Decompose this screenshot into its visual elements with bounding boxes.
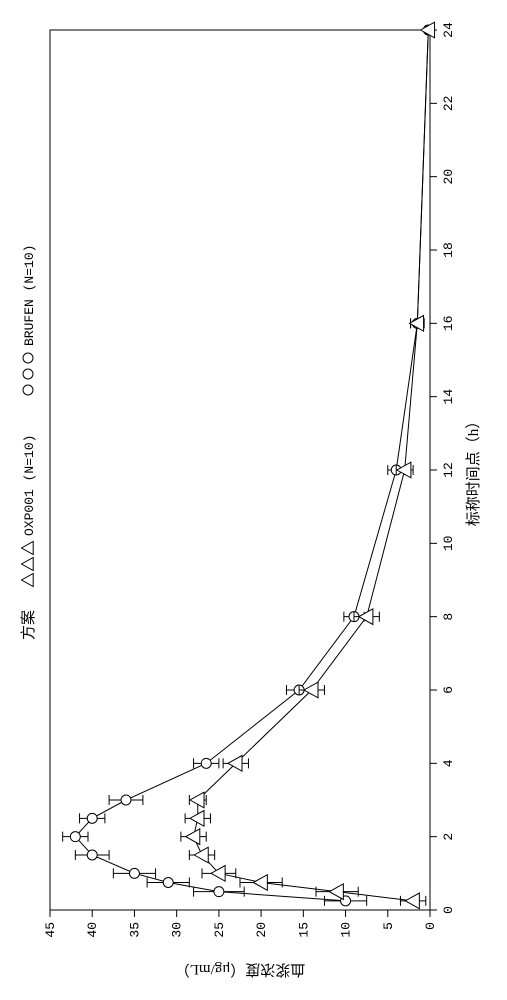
svg-text:35: 35: [127, 922, 142, 938]
svg-text:12: 12: [441, 462, 456, 478]
svg-text:16: 16: [441, 316, 456, 332]
svg-text:40: 40: [85, 922, 100, 938]
y-axis-label: 血浆浓度（μg/mL）: [175, 961, 306, 979]
svg-text:8: 8: [441, 613, 456, 621]
svg-text:0: 0: [423, 922, 438, 930]
svg-text:10: 10: [441, 536, 456, 552]
svg-text:0: 0: [441, 906, 456, 914]
legend-item-brufen: BRUFEN (N=10): [22, 245, 37, 346]
svg-text:2: 2: [441, 833, 456, 841]
svg-text:24: 24: [441, 22, 456, 38]
chart-svg: 024681012141618202224标称时间点（h）05101520253…: [0, 0, 507, 1000]
legend-item-oxp001: OXP001 (N=10): [22, 435, 37, 536]
svg-text:45: 45: [43, 922, 58, 938]
svg-text:22: 22: [441, 96, 456, 112]
x-axis-label: 标称时间点（h）: [465, 414, 482, 527]
chart-container: 024681012141618202224标称时间点（h）05101520253…: [0, 493, 507, 1000]
svg-text:6: 6: [441, 686, 456, 694]
svg-text:20: 20: [254, 922, 269, 938]
svg-text:10: 10: [339, 922, 354, 938]
svg-text:30: 30: [170, 922, 185, 938]
svg-text:4: 4: [441, 759, 456, 767]
svg-text:20: 20: [441, 169, 456, 185]
legend-title: 方案: [19, 610, 37, 640]
svg-text:25: 25: [212, 922, 227, 938]
svg-text:18: 18: [441, 242, 456, 258]
chart-surface: 024681012141618202224标称时间点（h）05101520253…: [0, 0, 507, 1000]
svg-text:15: 15: [296, 922, 311, 938]
svg-text:14: 14: [441, 389, 456, 405]
svg-text:5: 5: [381, 922, 396, 930]
